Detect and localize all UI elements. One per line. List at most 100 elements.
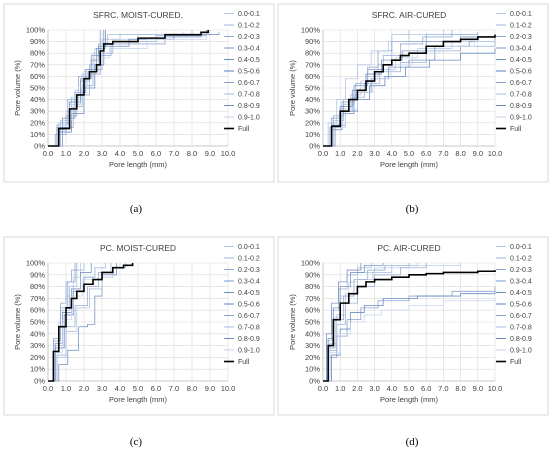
legend-entry: 0.4-0.5 bbox=[238, 57, 260, 64]
x-tick-label: 4.0 bbox=[387, 149, 397, 158]
x-tick-label: 3.0 bbox=[369, 149, 379, 158]
x-tick-label: 10.0 bbox=[221, 149, 236, 158]
x-tick-label: 9.0 bbox=[205, 149, 215, 158]
y-tick-label: 80% bbox=[305, 282, 320, 291]
x-tick-label: 9.0 bbox=[473, 384, 483, 393]
y-tick-label: 80% bbox=[305, 49, 320, 58]
y-tick-label: 20% bbox=[30, 118, 45, 127]
series-line-0.8-0.9 bbox=[48, 30, 106, 147]
legend-entry: 0.0-0.1 bbox=[510, 11, 532, 18]
legend-entry: 0.8-0.9 bbox=[510, 103, 532, 110]
series-line-0.5-0.6 bbox=[48, 32, 220, 147]
x-tick-label: 6.0 bbox=[421, 149, 431, 158]
legend-entry: 0.1-0.2 bbox=[238, 23, 260, 30]
series-line-0.9-1.0 bbox=[48, 34, 207, 147]
legend-entry: 0.7-0.8 bbox=[510, 325, 532, 332]
y-tick-label: 70% bbox=[30, 60, 45, 69]
y-tick-label: 90% bbox=[30, 37, 45, 46]
legend-entry: 0.9-1.0 bbox=[510, 348, 532, 355]
x-tick-label: 2.0 bbox=[79, 149, 89, 158]
y-tick-label: 90% bbox=[305, 37, 320, 46]
legend: 0.0-0.1 0.1-0.2 0.2-0.3 0.3-0.4 0.4-0.5 0.5-0… bbox=[224, 11, 260, 133]
y-tick-label: 90% bbox=[305, 270, 320, 279]
series-line-0.3-0.4 bbox=[323, 286, 496, 382]
x-tick-label: 5.0 bbox=[404, 149, 414, 158]
x-tick-label: 1.0 bbox=[61, 384, 71, 393]
legend-entry: 0.6-0.7 bbox=[510, 80, 532, 87]
legend-entry: 0.3-0.4 bbox=[510, 279, 532, 286]
panel-border bbox=[3, 236, 275, 416]
x-tick-label: 8.0 bbox=[187, 149, 197, 158]
x-tick-label: 3.0 bbox=[97, 384, 107, 393]
x-tick-label: 9.0 bbox=[205, 384, 215, 393]
x-axis-label: Pore length (mm) bbox=[109, 160, 167, 169]
series-line-Full bbox=[323, 34, 496, 147]
x-tick-label: 1.0 bbox=[335, 149, 345, 158]
series-line-Full bbox=[48, 263, 134, 382]
legend-entry: 0.0-0.1 bbox=[238, 244, 260, 251]
y-tick-label: 100% bbox=[26, 259, 46, 268]
x-tick-label: 0.0 bbox=[318, 384, 328, 393]
chart-panel-a: SFRC. MOIST-CURED. 0% 10% 20% 30% 40% 50% 60% 70… bbox=[3, 3, 275, 183]
x-tick-label: 10.0 bbox=[221, 384, 236, 393]
legend-entry: Full bbox=[510, 126, 522, 133]
legend-entry: 0.6-0.7 bbox=[510, 313, 532, 320]
legend-entry: 0.3-0.4 bbox=[510, 46, 532, 53]
y-tick-label: 30% bbox=[30, 341, 45, 350]
panel-caption: (d) bbox=[406, 436, 419, 448]
y-tick-label: 40% bbox=[30, 329, 45, 338]
y-tick-label: 20% bbox=[305, 118, 320, 127]
y-tick-label: 70% bbox=[305, 294, 320, 303]
y-tick-label: 70% bbox=[30, 294, 45, 303]
y-tick-label: 100% bbox=[301, 26, 321, 35]
y-tick-label: 60% bbox=[30, 72, 45, 81]
y-tick-label: 100% bbox=[301, 259, 321, 268]
x-tick-label: 0.0 bbox=[43, 384, 53, 393]
y-tick-label: 0% bbox=[309, 142, 320, 151]
series-line-0.6-0.7 bbox=[323, 263, 410, 382]
y-tick-label: 80% bbox=[30, 49, 45, 58]
x-tick-label: 7.0 bbox=[169, 384, 179, 393]
x-tick-label: 6.0 bbox=[421, 384, 431, 393]
x-tick-label: 2.0 bbox=[352, 384, 362, 393]
legend-entry: 0.0-0.1 bbox=[238, 11, 260, 18]
x-axis-label: Pore length (mm) bbox=[109, 395, 167, 404]
x-tick-label: 5.0 bbox=[404, 384, 414, 393]
x-axis-label: Pore length (mm) bbox=[380, 395, 438, 404]
legend-entry: 0.2-0.3 bbox=[238, 34, 260, 41]
series-line-0.2-0.3 bbox=[48, 263, 112, 382]
y-tick-label: 90% bbox=[30, 270, 45, 279]
x-tick-label: 0.0 bbox=[43, 149, 53, 158]
legend-entry: Full bbox=[510, 359, 522, 366]
legend-entry: 0.8-0.9 bbox=[238, 336, 260, 343]
legend-entry: 0.2-0.3 bbox=[238, 267, 260, 274]
legend: 0.0-0.1 0.1-0.2 0.2-0.3 0.3-0.4 0.4-0.5 0.5-0… bbox=[496, 11, 532, 133]
y-tick-label: 0% bbox=[309, 377, 320, 386]
x-tick-label: 7.0 bbox=[438, 149, 448, 158]
series-line-0.4-0.5 bbox=[323, 263, 384, 382]
y-tick-label: 30% bbox=[30, 107, 45, 116]
x-tick-label: 4.0 bbox=[387, 384, 397, 393]
x-tick-label: 7.0 bbox=[438, 384, 448, 393]
legend-entry: 0.9-1.0 bbox=[238, 115, 260, 122]
legend-entry: 0.2-0.3 bbox=[510, 34, 532, 41]
legend-entry: 0.7-0.8 bbox=[510, 92, 532, 99]
x-tick-label: 2.0 bbox=[79, 384, 89, 393]
x-tick-label: 10.0 bbox=[488, 384, 503, 393]
x-tick-label: 3.0 bbox=[369, 384, 379, 393]
chart-title: SFRC. AIR-CURED bbox=[372, 10, 447, 20]
y-tick-label: 50% bbox=[30, 84, 45, 93]
legend-entry: 0.1-0.2 bbox=[510, 23, 532, 30]
series-line-0.2-0.3 bbox=[323, 263, 427, 382]
chart-panel-c: PC. MOIST-CURED 0% 10% 20% 30% 40% 50% 60% 70% 80… bbox=[3, 236, 275, 416]
legend-entry: 0.4-0.5 bbox=[510, 290, 532, 297]
y-tick-label: 30% bbox=[305, 107, 320, 116]
chart-title: SFRC. MOIST-CURED. bbox=[93, 10, 183, 20]
x-tick-label: 2.0 bbox=[352, 149, 362, 158]
legend-entry: 0.3-0.4 bbox=[238, 46, 260, 53]
y-tick-label: 10% bbox=[305, 365, 320, 374]
legend-entry: 0.7-0.8 bbox=[238, 325, 260, 332]
legend-entry: 0.5-0.6 bbox=[510, 69, 532, 76]
y-tick-label: 100% bbox=[26, 26, 46, 35]
y-tick-label: 60% bbox=[30, 306, 45, 315]
